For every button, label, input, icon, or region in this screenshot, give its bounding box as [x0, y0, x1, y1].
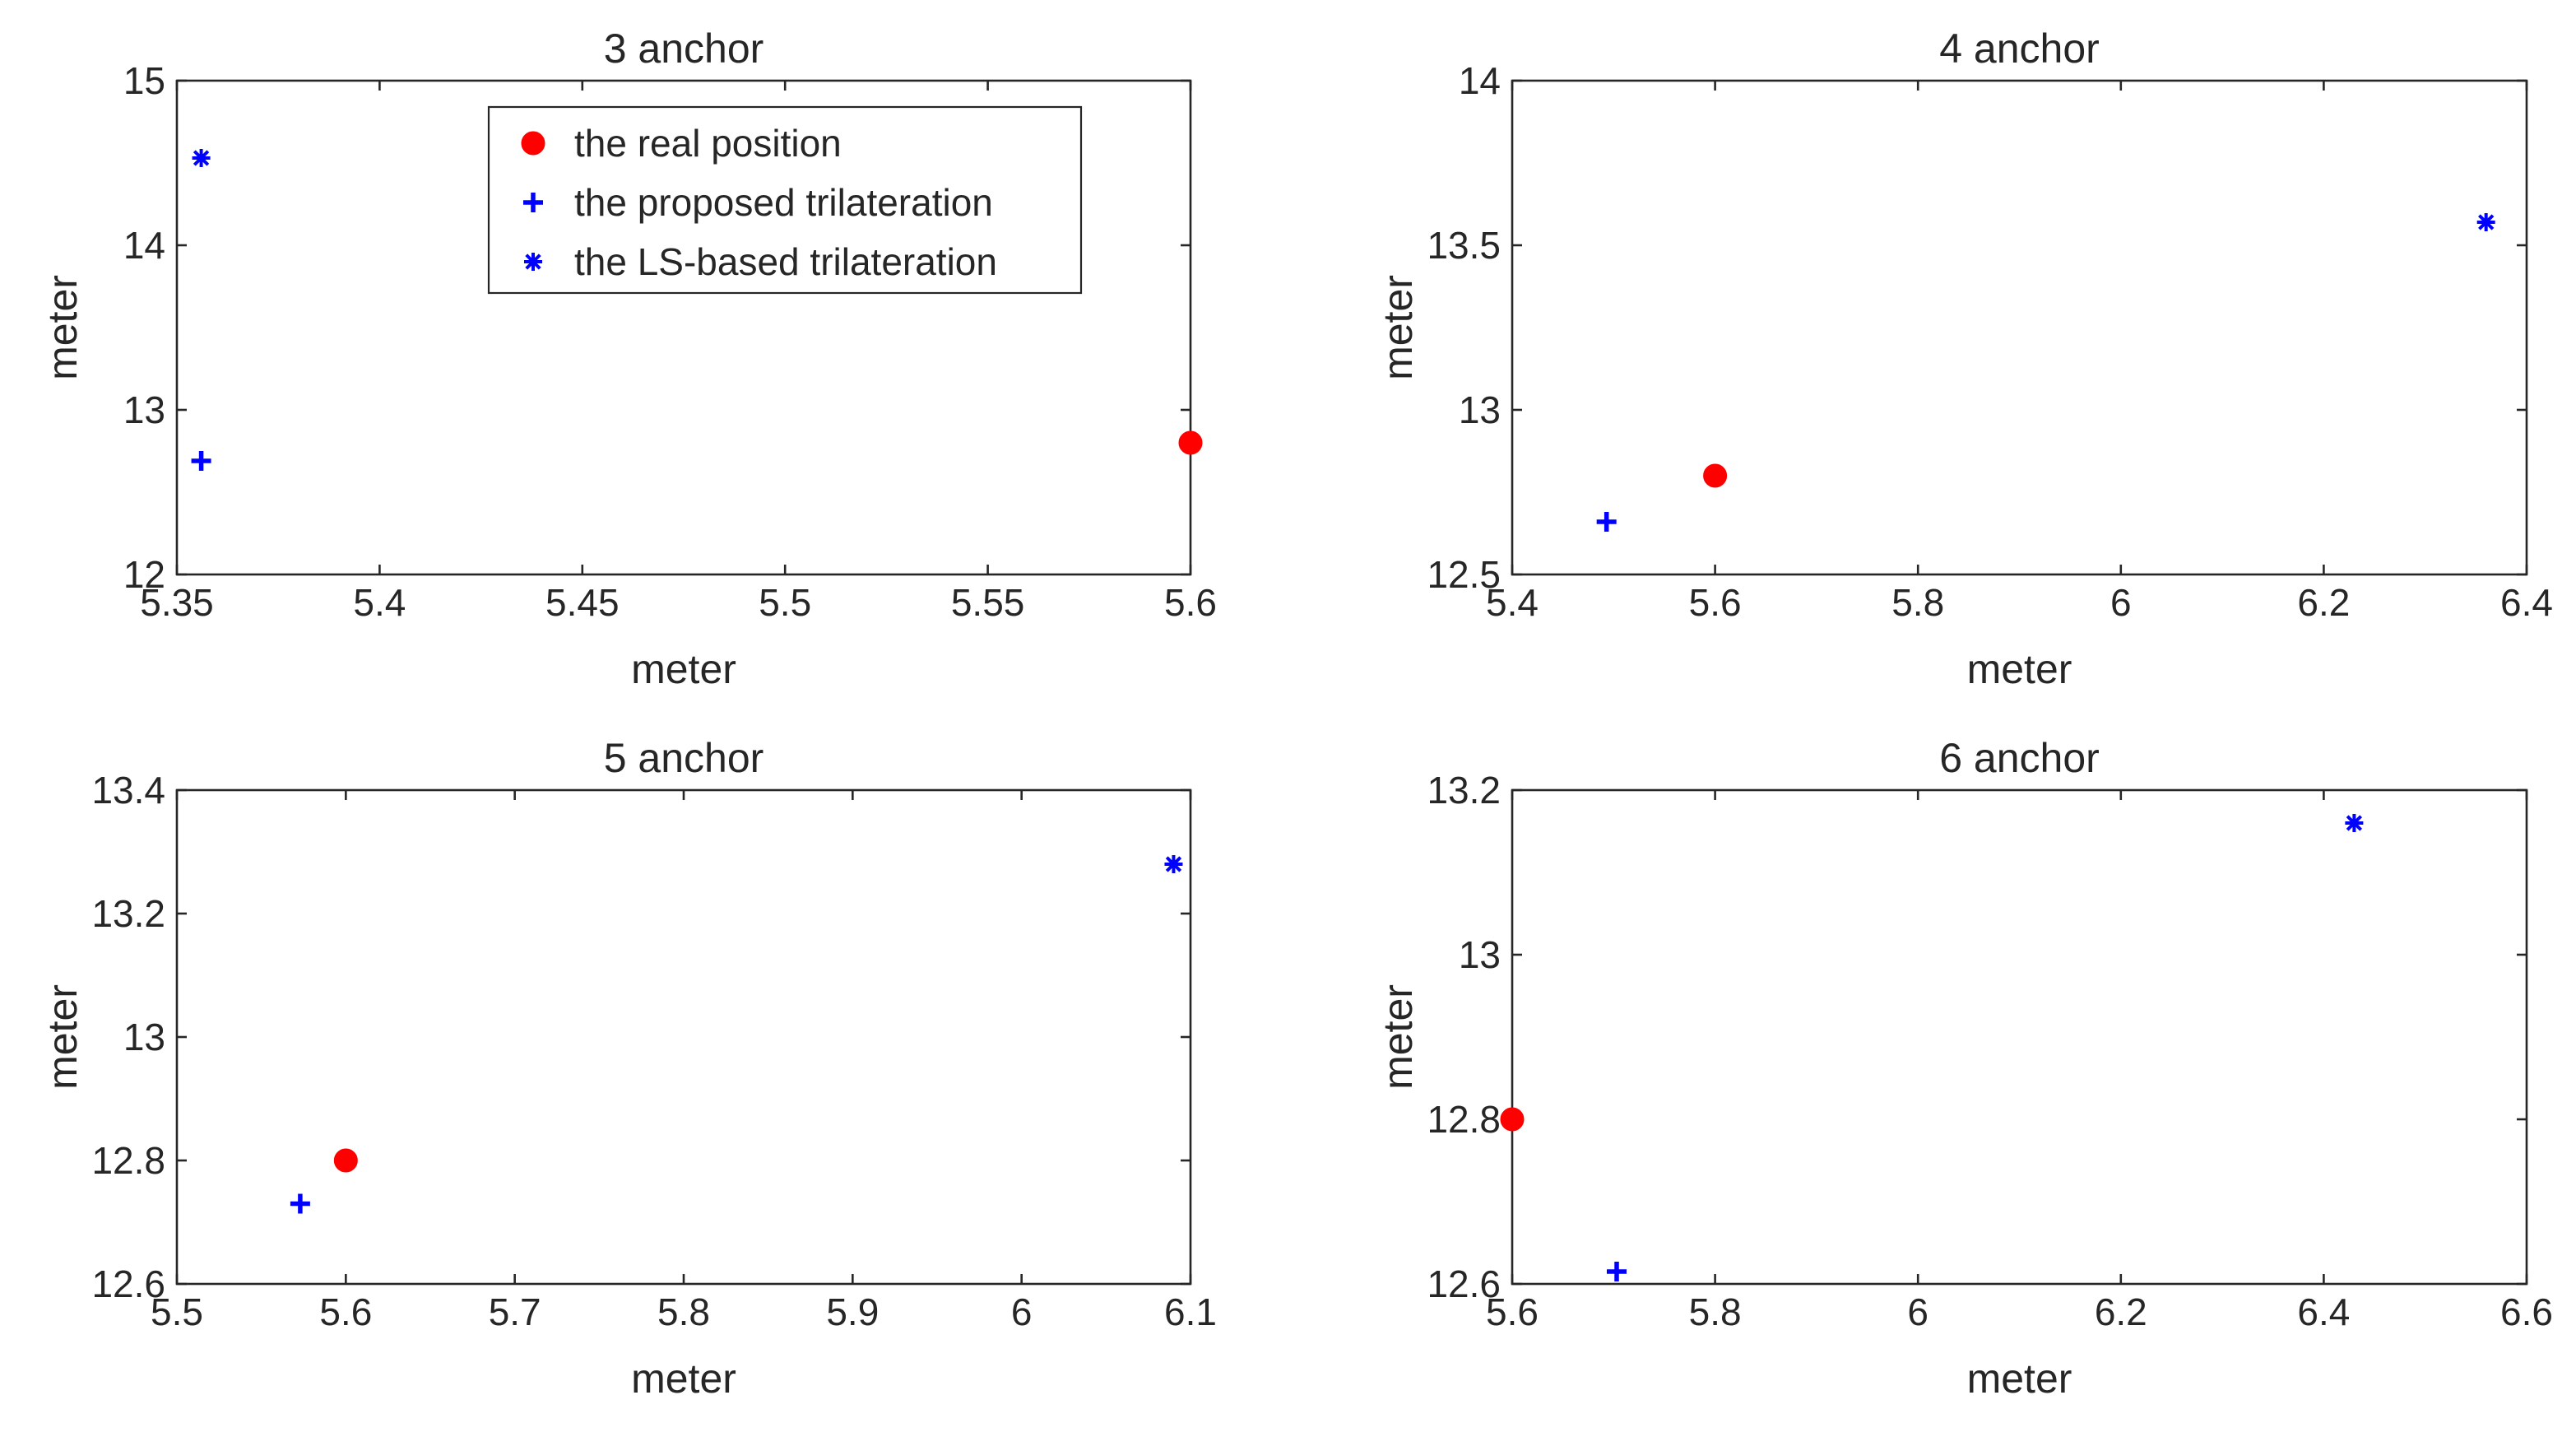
y-tick-label: 14	[1459, 59, 1501, 102]
x-tick-label: 5.5	[759, 581, 811, 624]
x-tick-label: 5.6	[319, 1291, 372, 1333]
proposed-trilateration-point	[1596, 512, 1617, 532]
x-tick-label: 5.55	[951, 581, 1025, 624]
y-tick-label: 12.8	[91, 1139, 165, 1182]
subplot-6-anchor: 5.6 5.8 6 6.2 6.4 6.6 12.6 12.8 13 13.2 6 anchor me…	[1375, 735, 2553, 1402]
y-tick-label: 13	[1459, 388, 1501, 431]
x-tick-label: 6.2	[2297, 581, 2350, 624]
chart-title: 6 anchor	[1939, 735, 2100, 781]
x-tick-label: 6.2	[2095, 1291, 2147, 1333]
x-tick-label: 6	[1907, 1291, 1929, 1333]
asterisk-stroke	[525, 253, 541, 270]
x-tick-label: 5.5	[151, 1291, 203, 1333]
x-tick-label: 5.6	[1486, 1291, 1539, 1333]
x-tick-label: 5.8	[1891, 581, 1944, 624]
y-tick-label: 13	[1459, 933, 1501, 976]
x-tick-label: 5.8	[657, 1291, 710, 1333]
y-axis-label: meter	[39, 275, 86, 380]
x-axis-label: meter	[631, 1356, 736, 1402]
y-tick-label: 15	[123, 59, 165, 102]
x-tick-label: 6.4	[2500, 581, 2553, 624]
legend-box	[487, 105, 1083, 295]
x-tick-label: 5.7	[489, 1291, 541, 1333]
chart-title: 3 anchor	[604, 26, 764, 72]
x-tick-label: 5.4	[1486, 581, 1539, 624]
subplot-5-anchor: 5.5 5.6 5.7 5.8 5.9 6 6.1 12.6 12.8 13 13.2 13.4 5 a…	[39, 735, 1217, 1402]
y-tick-label: 12.6	[91, 1263, 165, 1305]
ls-trilateration-point	[192, 149, 211, 167]
x-tick-label: 5.6	[1164, 581, 1217, 624]
ls-trilateration-point	[1164, 855, 1183, 873]
x-tick-label: 5.45	[545, 581, 620, 624]
subplot-4-anchor: 5.4 5.6 5.8 6 6.2 6.4 12.5 13 13.5 14 4 anchor mete…	[1375, 26, 2553, 692]
proposed-trilateration-point	[1606, 1262, 1627, 1281]
x-tick-label: 5.35	[140, 581, 214, 624]
subplot-3-anchor: 5.35 5.4 5.45 5.5 5.55 5.6 12 13 14 15 3 anchor met…	[39, 26, 1217, 692]
y-tick-label: 13.4	[91, 769, 165, 812]
real-position-point	[333, 1148, 358, 1173]
proposed-trilateration-point	[290, 1193, 310, 1214]
filled-circle-icon	[521, 131, 545, 156]
legend-label: the real position	[574, 122, 842, 165]
legend: the real position the proposed trilaterat…	[487, 105, 1083, 295]
x-axis-label: meter	[1967, 1356, 2072, 1402]
y-tick-label: 13.2	[91, 892, 165, 935]
legend-label: the LS-based trilateration	[574, 240, 997, 283]
chart-title: 4 anchor	[1939, 26, 2100, 72]
y-tick-label: 14	[123, 224, 165, 267]
y-tick-label: 13.2	[1427, 769, 1501, 812]
y-tick-label: 12.5	[1427, 553, 1501, 596]
proposed-trilateration-point	[191, 451, 211, 471]
x-axis-label: meter	[631, 646, 736, 692]
x-tick-label: 6	[1011, 1291, 1033, 1333]
x-tick-label: 5.8	[1689, 1291, 1742, 1333]
y-tick-label: 12.6	[1427, 1263, 1501, 1305]
y-tick-label: 13.5	[1427, 224, 1501, 267]
asterisk-stroke	[193, 150, 210, 166]
asterisk-stroke	[1165, 856, 1182, 872]
x-tick-label: 5.4	[353, 581, 406, 624]
x-tick-label: 5.6	[1689, 581, 1742, 624]
plot-area	[1511, 788, 2528, 1286]
x-tick-label: 6.4	[2297, 1291, 2350, 1333]
x-tick-label: 6.1	[1164, 1291, 1217, 1333]
y-axis-label: meter	[1375, 984, 1421, 1090]
ls-trilateration-point	[2345, 814, 2364, 832]
y-tick-label: 13	[123, 388, 165, 431]
y-axis-label: meter	[39, 984, 86, 1090]
real-position-point	[1500, 1107, 1525, 1132]
asterisk-stroke	[2478, 214, 2495, 230]
y-tick-label: 12	[123, 553, 165, 596]
x-axis-label: meter	[1967, 646, 2072, 692]
x-tick-label: 5.9	[826, 1291, 879, 1333]
asterisk-icon	[524, 253, 542, 271]
asterisk-stroke	[2346, 815, 2363, 831]
x-tick-label: 6	[2110, 581, 2132, 624]
x-tick-label: 6.6	[2500, 1291, 2553, 1333]
chart-title: 5 anchor	[604, 735, 764, 781]
ls-trilateration-point	[2476, 213, 2495, 231]
real-position-point	[1703, 463, 1728, 488]
legend-label: the proposed trilateration	[574, 181, 993, 224]
y-tick-label: 13	[123, 1016, 165, 1058]
real-position-point	[1178, 430, 1203, 455]
plot-area	[1511, 79, 2528, 576]
plus-icon	[523, 193, 543, 212]
plot-area	[175, 788, 1192, 1286]
y-axis-label: meter	[1375, 275, 1421, 380]
y-tick-label: 12.8	[1427, 1098, 1501, 1141]
